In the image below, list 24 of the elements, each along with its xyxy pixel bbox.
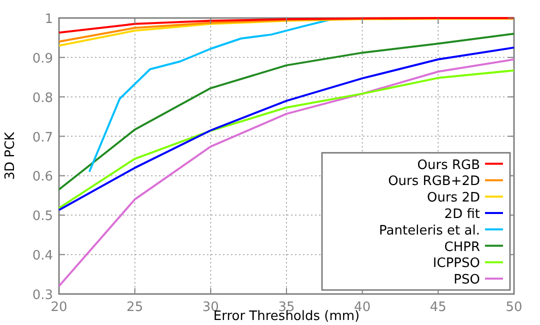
y-axis-title: 3D PCK: [3, 132, 18, 180]
y-tick-label: 0.7: [32, 130, 53, 146]
y-tick-label: 0.5: [32, 209, 53, 224]
y-tick-label: 0.8: [32, 90, 53, 106]
y-tick-label: 0.6: [32, 170, 53, 185]
legend-label: Panteleris et al.: [379, 223, 480, 238]
legend-label: 2D fit: [444, 207, 480, 222]
legend-label: Ours RGB: [417, 158, 480, 173]
line-series: [58, 17, 515, 34]
x-tick-label: 20: [50, 300, 68, 315]
x-tick-label: 45: [430, 300, 446, 315]
line-series: [58, 58, 515, 288]
line-series: [58, 32, 515, 191]
y-tick-label: 0.3: [32, 288, 53, 303]
y-tick-label: 1: [44, 12, 53, 27]
legend-label: Ours 2D: [426, 190, 480, 206]
legend-label: Ours RGB+2D: [388, 174, 480, 190]
legend-label: CHPR: [444, 240, 480, 255]
legend-label: ICPPSO: [432, 256, 480, 272]
legend-label: PSO: [454, 272, 480, 288]
y-tick-label: 0.9: [32, 51, 53, 66]
x-tick-label: 25: [126, 300, 144, 315]
x-tick-label: 50: [506, 300, 522, 315]
y-tick-label: 0.4: [32, 248, 53, 264]
